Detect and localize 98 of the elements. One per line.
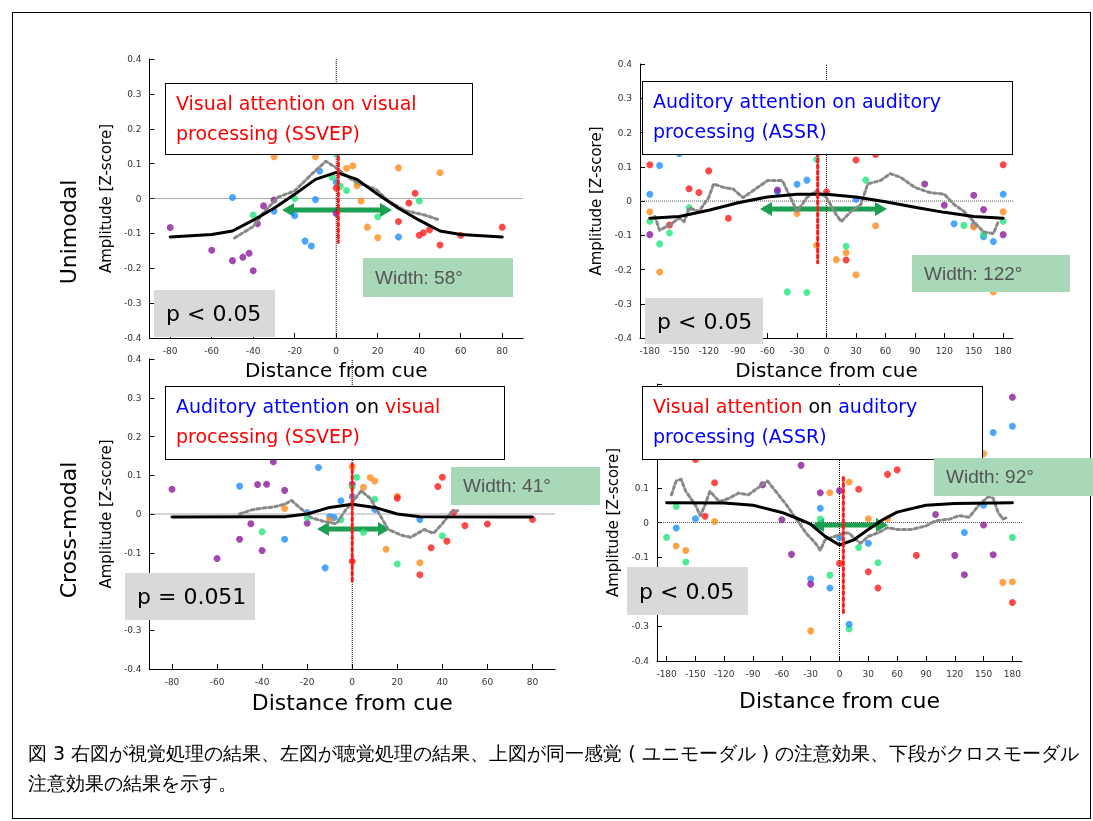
x-tick-label: 0 [836, 668, 843, 679]
x-tick-label: 80 [496, 345, 509, 356]
x-tick-label: 20 [372, 345, 384, 356]
x-tick-label: 60 [879, 345, 892, 356]
x-axis-title: Distance from cue [739, 687, 940, 713]
x-tick-label: 80 [526, 676, 539, 687]
x-tick-label: 120 [935, 345, 954, 356]
x-tick-label: 20 [391, 676, 404, 687]
x-tick-label: -150 [669, 345, 690, 356]
x-tick-label: 30 [850, 345, 862, 356]
x-tick-label: -30 [803, 668, 819, 679]
x-tick-label: 90 [909, 345, 921, 356]
text-box: Auditory attention on visual processing (SSVEP) [165, 386, 505, 460]
y-axis-title: Amplitude [Z-score] [96, 124, 115, 274]
x-tick-label: -180 [639, 345, 661, 356]
y-tick-label: -0.1 [614, 230, 632, 241]
y-axis-title: Amplitude [Z-score] [604, 447, 623, 598]
x-axis-title: Distance from cue [735, 358, 918, 382]
x-tick-label: 150 [974, 668, 993, 679]
y-tick-label: 0.1 [127, 470, 142, 481]
x-axis-title: Distance from cue [244, 358, 428, 382]
y-tick-label: -0.4 [631, 656, 650, 666]
y-tick-label: 0.3 [127, 88, 142, 99]
y-tick-label: -0.4 [123, 664, 142, 674]
y-tick-label: -0.3 [614, 298, 632, 309]
x-tick-label: -90 [730, 345, 746, 356]
y-tick-label: -0.2 [614, 264, 632, 275]
x-tick-label: -180 [656, 668, 678, 679]
y-tick-label: -0.4 [123, 333, 142, 344]
y-axis-title: Amplitude [Z-score] [96, 439, 115, 589]
x-tick-label: -60 [204, 345, 220, 356]
x-tick-label: -80 [164, 676, 180, 687]
x-tick-label: 0 [349, 676, 356, 687]
x-tick-label: 150 [965, 345, 983, 356]
label-box: p < 0.05 [627, 567, 748, 615]
y-tick-label: 0 [135, 193, 142, 204]
x-tick-label: -20 [299, 676, 315, 687]
x-tick-label: 60 [891, 668, 904, 679]
x-tick-label: -120 [698, 345, 720, 356]
label-box: Width: 92° [934, 458, 1093, 496]
y-tick-label: 0.3 [127, 392, 142, 403]
x-tick-label: 60 [481, 676, 494, 687]
x-tick-label: 0 [333, 345, 340, 356]
x-tick-label: 0 [823, 345, 830, 356]
y-tick-label: -0.1 [123, 547, 142, 558]
y-tick-label: -0.1 [123, 228, 142, 239]
y-tick-label: 0 [135, 509, 142, 519]
x-tick-label: -60 [774, 668, 790, 679]
x-tick-label: -120 [714, 668, 735, 679]
y-tick-label: -0.2 [123, 263, 142, 274]
x-tick-label: -60 [209, 676, 225, 687]
x-tick-label: -40 [245, 345, 261, 356]
x-tick-label: -40 [254, 676, 270, 687]
label-box: Width: 58° [363, 258, 513, 297]
label-box: Width: 122° [912, 255, 1070, 292]
y-tick-label: 0.1 [617, 161, 632, 172]
caption: 図 3 右図が視覚処理の結果、左図が聴覚処理の結果、上図が同一感覚 ( ユニモーダル ) の注意効果、下段がクロスモーダル注意効果の結果を示す。 [28, 741, 1081, 796]
text: Unimodal [55, 179, 81, 285]
label-box: p < 0.05 [645, 298, 763, 344]
y-tick-label: -0.3 [123, 625, 142, 636]
label-box: p < 0.05 [154, 290, 275, 337]
y-tick-label: -0.3 [123, 298, 142, 309]
x-tick-label: 40 [436, 676, 449, 687]
y-tick-label: 0.2 [127, 123, 142, 134]
y-tick-label: 0.2 [127, 431, 142, 442]
x-tick-label: 120 [946, 668, 964, 679]
text-box: Visual attention on auditory processing (ASSR) [642, 386, 983, 460]
x-tick-label: 40 [413, 345, 426, 356]
text-box: Visual attention on visual processing (SSVEP) [165, 83, 473, 155]
x-tick-label: 30 [862, 668, 875, 679]
x-axis-title: Distance from cue [251, 689, 453, 715]
label-box: p = 0.051 [125, 573, 255, 620]
y-tick-label: -0.1 [631, 552, 649, 563]
y-tick-label: 0.1 [634, 482, 649, 493]
y-tick-label: 0.4 [127, 54, 142, 64]
y-tick-label: 0.2 [617, 127, 632, 138]
y-axis-title: Amplitude [Z-score] [587, 126, 606, 276]
x-tick-label: 180 [1003, 668, 1022, 679]
x-tick-label: 60 [455, 345, 467, 356]
x-tick-label: -150 [685, 668, 706, 679]
y-tick-label: 0.3 [617, 93, 632, 104]
y-tick-label: 0 [626, 196, 633, 207]
x-tick-label: -20 [287, 345, 303, 356]
y-tick-label: 0.1 [127, 158, 142, 169]
y-tick-label: 0.4 [617, 59, 633, 69]
label-box: Width: 41° [451, 467, 600, 505]
x-tick-label: -90 [745, 668, 761, 679]
y-tick-label: 0 [643, 517, 650, 528]
x-tick-label: 90 [920, 668, 932, 679]
y-tick-label: -0.3 [631, 621, 649, 632]
y-tick-label: 0.4 [127, 354, 142, 364]
x-tick-label: 180 [994, 345, 1013, 356]
y-tick-label: -0.4 [614, 333, 633, 344]
x-tick-label: -60 [760, 345, 776, 356]
x-tick-label: -30 [789, 345, 805, 356]
text-box: Auditory attention on auditory processing (ASSR) [642, 81, 1013, 155]
x-tick-label: -80 [162, 345, 178, 356]
text: Cross-modal [55, 461, 81, 599]
